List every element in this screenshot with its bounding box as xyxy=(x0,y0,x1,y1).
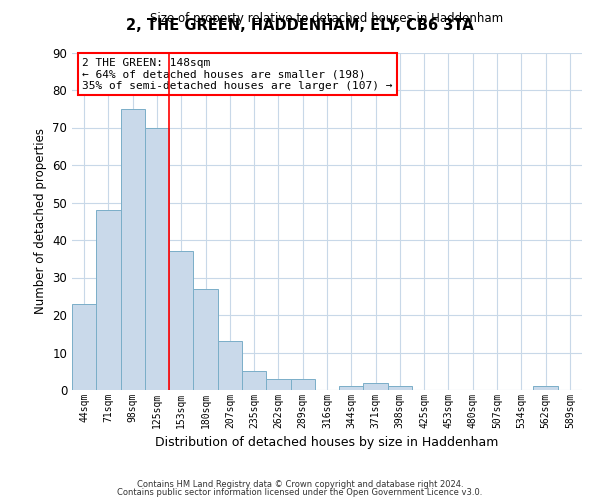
Text: Contains HM Land Registry data © Crown copyright and database right 2024.: Contains HM Land Registry data © Crown c… xyxy=(137,480,463,489)
Y-axis label: Number of detached properties: Number of detached properties xyxy=(34,128,47,314)
Text: 2, THE GREEN, HADDENHAM, ELY, CB6 3TA: 2, THE GREEN, HADDENHAM, ELY, CB6 3TA xyxy=(126,18,474,32)
Bar xyxy=(169,251,193,390)
Bar xyxy=(388,386,412,390)
Title: Size of property relative to detached houses in Haddenham: Size of property relative to detached ho… xyxy=(151,12,503,25)
Bar xyxy=(121,109,145,390)
Bar xyxy=(242,371,266,390)
Bar xyxy=(290,379,315,390)
Text: 2 THE GREEN: 148sqm
← 64% of detached houses are smaller (198)
35% of semi-detac: 2 THE GREEN: 148sqm ← 64% of detached ho… xyxy=(82,58,392,91)
Bar xyxy=(218,341,242,390)
Text: Contains public sector information licensed under the Open Government Licence v3: Contains public sector information licen… xyxy=(118,488,482,497)
Bar xyxy=(364,382,388,390)
Bar xyxy=(266,379,290,390)
X-axis label: Distribution of detached houses by size in Haddenham: Distribution of detached houses by size … xyxy=(155,436,499,450)
Bar xyxy=(533,386,558,390)
Bar xyxy=(72,304,96,390)
Bar xyxy=(339,386,364,390)
Bar xyxy=(96,210,121,390)
Bar xyxy=(145,128,169,390)
Bar xyxy=(193,289,218,390)
